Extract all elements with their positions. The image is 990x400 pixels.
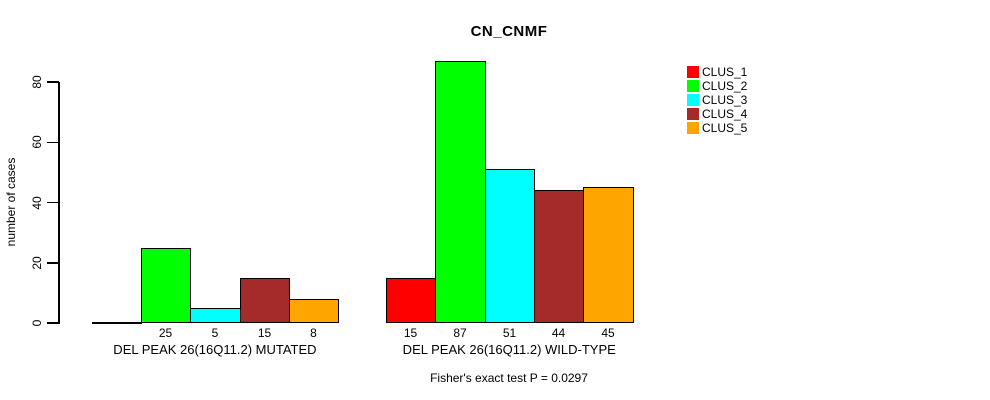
legend-label: CLUS_1 xyxy=(702,65,748,79)
y-tick-label: 20 xyxy=(30,256,44,270)
group-label: DEL PEAK 26(16Q11.2) MUTATED xyxy=(113,342,317,357)
bar-value-label: 51 xyxy=(502,326,517,340)
bar xyxy=(583,187,634,323)
bar-value-label: 25 xyxy=(158,326,173,340)
legend-label: CLUS_4 xyxy=(702,107,748,121)
bar-value-label: 87 xyxy=(453,326,467,340)
legend-label: CLUS_5 xyxy=(702,121,748,135)
chart-title: CN_CNMF xyxy=(470,23,548,40)
legend-color-swatch xyxy=(687,80,699,92)
y-tick-mark xyxy=(47,262,59,264)
bar xyxy=(386,278,436,323)
y-tick-label: 80 xyxy=(30,75,44,89)
y-tick-mark xyxy=(47,81,59,83)
bar-value-label: 5 xyxy=(211,326,219,340)
y-axis-label: number of cases xyxy=(4,157,18,247)
legend-color-swatch xyxy=(687,108,699,120)
y-tick-mark xyxy=(47,201,59,204)
legend-label: CLUS_2 xyxy=(702,79,748,93)
legend-label: CLUS_3 xyxy=(702,93,748,107)
legend-color-swatch xyxy=(687,66,699,78)
y-tick-label: 40 xyxy=(30,195,44,210)
bar-value-label: 15 xyxy=(257,326,272,340)
legend-color-swatch xyxy=(687,122,699,134)
bar xyxy=(240,278,290,323)
bar-zero-height xyxy=(92,322,142,324)
group-label: DEL PEAK 26(16Q11.2) WILD-TYPE xyxy=(402,342,616,357)
bar xyxy=(485,169,535,323)
legend-color-swatch xyxy=(687,94,699,106)
bar-value-label: 15 xyxy=(403,326,418,340)
bar xyxy=(190,308,241,323)
bar-value-label: 45 xyxy=(601,326,615,340)
bar xyxy=(534,190,584,323)
y-tick-label: 0 xyxy=(30,319,44,327)
y-tick-mark xyxy=(47,141,59,143)
bar xyxy=(141,248,191,323)
bar-value-label: 8 xyxy=(310,326,317,340)
bar xyxy=(289,299,339,323)
footnote: Fisher's exact test P = 0.0297 xyxy=(430,371,588,385)
y-tick-label: 60 xyxy=(30,135,44,149)
bar-value-label: 44 xyxy=(551,326,566,340)
bar xyxy=(435,61,486,323)
y-tick-mark xyxy=(47,322,59,324)
